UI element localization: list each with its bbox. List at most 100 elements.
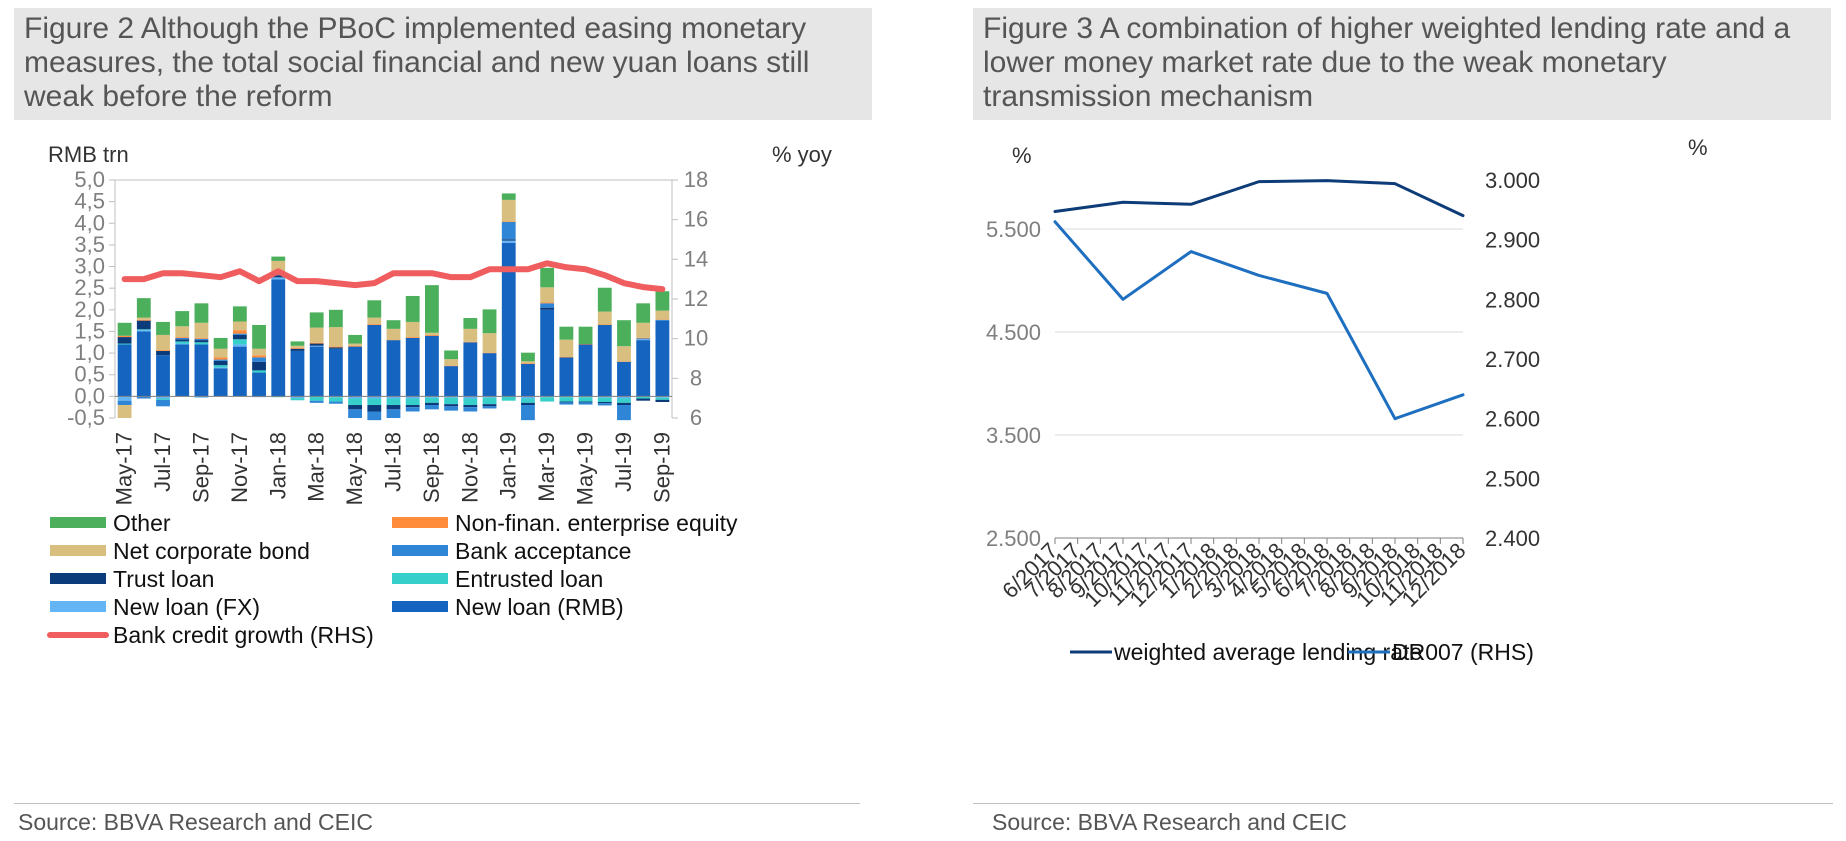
y2-tick-label: 16 bbox=[684, 207, 708, 232]
bar-other bbox=[271, 256, 286, 261]
bar-other bbox=[367, 300, 382, 318]
legend-label: Non-finan. enterprise equity bbox=[455, 510, 738, 536]
y-tick-label: 4,5 bbox=[74, 189, 105, 214]
bar-bank-acceptance bbox=[617, 405, 631, 421]
left-axis-title: RMB trn bbox=[48, 142, 129, 167]
bar-other bbox=[136, 298, 151, 318]
bar-bank-acceptance bbox=[521, 405, 535, 421]
bar-trust-loan bbox=[348, 405, 363, 410]
legend-item-new-loan-fx: New loan (FX) bbox=[50, 594, 260, 620]
bar-bank-acceptance bbox=[309, 400, 324, 403]
x-tick-label: Sep-17 bbox=[188, 432, 213, 503]
figure-2-chart: RMB trn % yoy 5,04,54,03,53,02,52,01,51,… bbox=[47, 142, 832, 648]
axes-group: 5.500 4.500 3.500 2.500 3.000 2.900 2.800 2.700… bbox=[986, 168, 1540, 612]
bar-non-finan-enterprise-equity bbox=[540, 302, 555, 304]
line-dr007-rhs bbox=[1053, 220, 1465, 421]
bar-entrusted-loan bbox=[578, 397, 593, 402]
bar-net-corporate-bond bbox=[232, 321, 247, 331]
bar-new-loan-rmb bbox=[117, 344, 132, 397]
bar-entrusted-loan bbox=[328, 397, 343, 402]
bar-non-finan-enterprise-equity bbox=[655, 319, 670, 320]
bar-trust-loan bbox=[655, 399, 670, 402]
bar-other bbox=[117, 322, 132, 336]
bar-new-loan-fx bbox=[213, 367, 228, 369]
y-tick-label: 4,0 bbox=[74, 210, 105, 235]
bar-non-finan-enterprise-equity bbox=[521, 363, 535, 364]
legend-item-trust-loan: Trust loan bbox=[50, 566, 214, 592]
y-tick-label: 2.500 bbox=[986, 526, 1041, 551]
bar-entrusted-loan bbox=[232, 339, 247, 345]
bar-non-finan-enterprise-equity bbox=[252, 355, 266, 358]
bar-trust-loan bbox=[482, 404, 497, 407]
lines-group bbox=[1053, 179, 1465, 421]
y2-tick-label: 10 bbox=[684, 326, 708, 351]
y-tick-label: -0,5 bbox=[67, 405, 105, 430]
legend-label: Bank credit growth (RHS) bbox=[113, 622, 374, 648]
bar-entrusted-loan bbox=[636, 396, 651, 399]
bar-new-loan-fx bbox=[597, 396, 612, 398]
bar-bank-acceptance bbox=[463, 407, 478, 412]
bar-new-loan-rmb bbox=[559, 357, 574, 397]
legend-swatch bbox=[50, 573, 106, 584]
bar-new-loan-rmb bbox=[136, 331, 151, 397]
bar-trust-loan bbox=[367, 405, 382, 412]
bar-non-finan-enterprise-equity bbox=[117, 335, 132, 338]
bar-new-loan-rmb bbox=[655, 320, 670, 397]
bar-non-finan-enterprise-equity bbox=[617, 361, 631, 362]
bar-new-loan-fx bbox=[617, 396, 631, 399]
legend-swatch bbox=[392, 601, 448, 612]
bar-non-finan-enterprise-equity bbox=[424, 334, 439, 336]
bar-trust-loan bbox=[386, 405, 401, 410]
bar-other bbox=[636, 303, 651, 323]
x-tick-label: Jan-18 bbox=[265, 432, 290, 499]
bar-trust-loan bbox=[463, 405, 478, 408]
bar-new-loan-rmb bbox=[232, 346, 247, 397]
bar-new-loan-rmb bbox=[290, 350, 305, 397]
bar-bank-acceptance bbox=[156, 399, 170, 407]
y2-tick-label: 2.900 bbox=[1485, 228, 1540, 253]
y2-tick-label: 2.500 bbox=[1485, 466, 1540, 491]
bar-trust-loan bbox=[175, 339, 190, 342]
bar-other bbox=[578, 326, 593, 345]
bar-non-finan-enterprise-equity bbox=[444, 365, 459, 367]
bar-new-loan-rmb bbox=[617, 361, 631, 397]
y-tick-label: 1,5 bbox=[74, 318, 105, 343]
bar-bank-acceptance bbox=[559, 402, 574, 405]
bar-new-loan-fx bbox=[424, 396, 439, 398]
bar-non-finan-enterprise-equity bbox=[194, 337, 209, 339]
bar-non-finan-enterprise-equity bbox=[367, 324, 382, 325]
bar-new-loan-rmb bbox=[252, 372, 266, 397]
bar-new-loan-fx bbox=[290, 396, 305, 399]
bar-entrusted-loan bbox=[348, 398, 363, 406]
bar-trust-loan bbox=[540, 307, 555, 310]
legend-item-bank-acceptance: Bank acceptance bbox=[392, 538, 631, 564]
bar-other bbox=[175, 311, 190, 327]
x-tick-label: Nov-18 bbox=[457, 432, 482, 503]
y2-tick-label: 2.400 bbox=[1485, 526, 1540, 551]
legend-label: Trust loan bbox=[113, 566, 214, 592]
bar-bank-acceptance bbox=[367, 411, 382, 421]
bar-other bbox=[290, 341, 305, 346]
y-tick-label: 3,5 bbox=[74, 232, 105, 257]
bar-new-loan-fx bbox=[386, 396, 401, 399]
gridlines bbox=[1055, 228, 1463, 436]
x-tick-label: May-18 bbox=[342, 432, 367, 505]
bar-bank-acceptance bbox=[117, 400, 132, 406]
bar-net-corporate-bond bbox=[540, 287, 555, 303]
bar-other bbox=[156, 321, 170, 335]
y-tick-label: 3,0 bbox=[74, 254, 105, 279]
bar-net-corporate-bond bbox=[521, 361, 535, 364]
bar-net-corporate-bond bbox=[136, 317, 151, 320]
left-axis-title: % bbox=[1012, 143, 1032, 168]
bar-trust-loan bbox=[328, 347, 343, 349]
bar-trust-loan bbox=[309, 343, 324, 346]
bar-trust-loan bbox=[597, 401, 612, 404]
bar-new-loan-rmb bbox=[444, 366, 459, 397]
bar-entrusted-loan bbox=[617, 398, 631, 403]
bar-non-finan-enterprise-equity bbox=[290, 347, 305, 349]
bar-other bbox=[328, 309, 343, 328]
bar-trust-loan bbox=[521, 402, 535, 406]
bar-new-loan-fx bbox=[309, 345, 324, 347]
bar-net-corporate-bond bbox=[213, 348, 228, 358]
bar-other bbox=[213, 337, 228, 349]
